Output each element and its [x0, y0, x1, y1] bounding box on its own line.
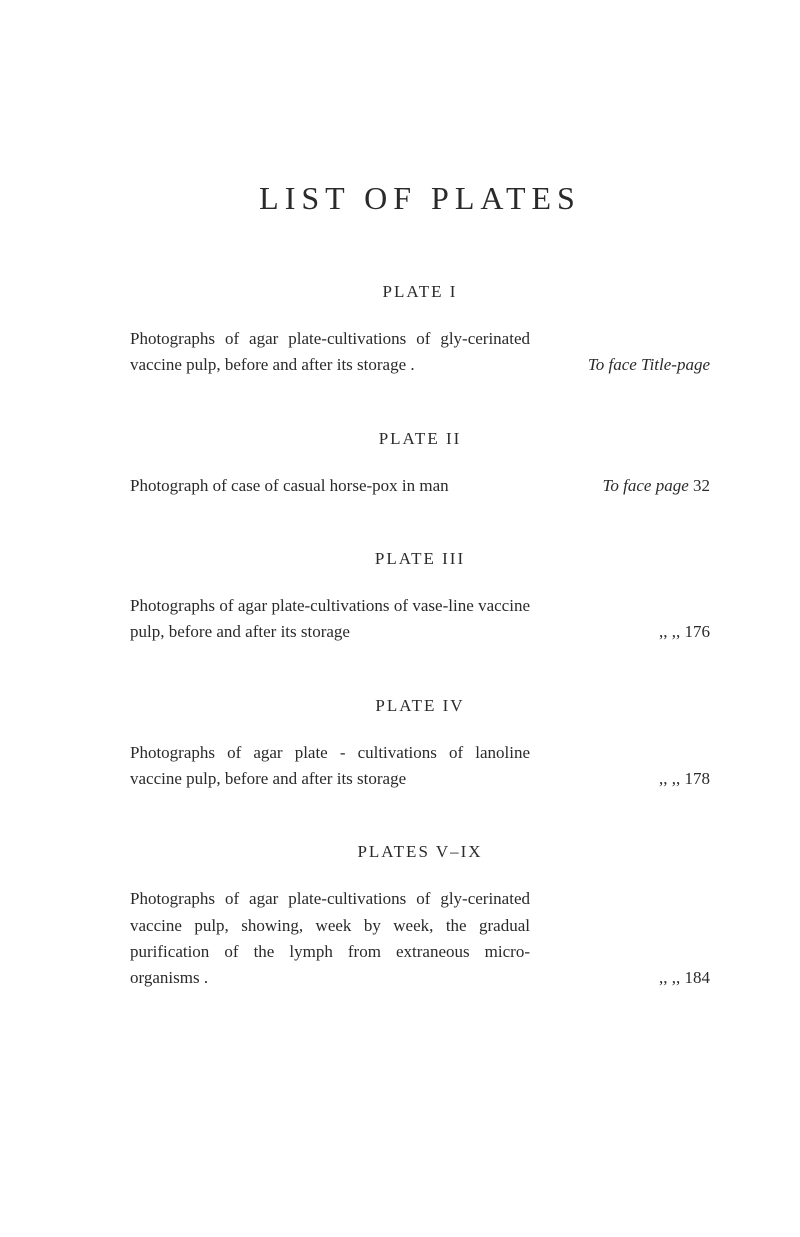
page-ref-number: 184 — [685, 968, 711, 987]
plate-heading: PLATE I — [130, 282, 710, 302]
plate-section-3: PLATE III Photographs of agar plate-cult… — [130, 549, 710, 646]
plate-section-4: PLATE IV Photographs of agar plate - cul… — [130, 696, 710, 793]
plate-description: Photograph of case of casual horse-pox i… — [130, 473, 530, 499]
page-ref-prefix: To face page — [602, 476, 693, 495]
page-ref-prefix: ,, ,, — [659, 769, 685, 788]
page-reference: To face page 32 — [602, 473, 710, 499]
plate-description: Photographs of agar plate-cultivations o… — [130, 326, 530, 379]
plate-entry: Photographs of agar plate-cultivations o… — [130, 886, 710, 991]
plate-description: Photographs of agar plate-cultivations o… — [130, 886, 530, 991]
page-ref-prefix: ,, ,, — [659, 622, 685, 641]
plate-heading: PLATES V–IX — [130, 842, 710, 862]
page-reference: To face Title-page — [588, 352, 710, 378]
page-ref-number: 176 — [685, 622, 711, 641]
plate-description: Photographs of agar plate-cultivations o… — [130, 593, 530, 646]
plate-heading: PLATE III — [130, 549, 710, 569]
plate-section-2: PLATE II Photograph of case of casual ho… — [130, 429, 710, 499]
plate-section-5: PLATES V–IX Photographs of agar plate-cu… — [130, 842, 710, 991]
plate-entry: Photographs of agar plate-cultivations o… — [130, 593, 710, 646]
plate-section-1: PLATE I Photographs of agar plate-cultiv… — [130, 282, 710, 379]
page-reference: ,, ,, 176 — [659, 619, 710, 645]
page-ref-number: 32 — [693, 476, 710, 495]
plate-heading: PLATE IV — [130, 696, 710, 716]
plate-heading: PLATE II — [130, 429, 710, 449]
plate-entry: Photographs of agar plate-cultivations o… — [130, 326, 710, 379]
page-ref-number: 178 — [685, 769, 711, 788]
plate-entry: Photograph of case of casual horse-pox i… — [130, 473, 710, 499]
page-reference: ,, ,, 184 — [659, 965, 710, 991]
page-reference: ,, ,, 178 — [659, 766, 710, 792]
plate-entry: Photographs of agar plate - cultivations… — [130, 740, 710, 793]
page-ref-prefix: ,, ,, — [659, 968, 685, 987]
page-title: LIST OF PLATES — [130, 180, 710, 217]
plate-description: Photographs of agar plate - cultivations… — [130, 740, 530, 793]
